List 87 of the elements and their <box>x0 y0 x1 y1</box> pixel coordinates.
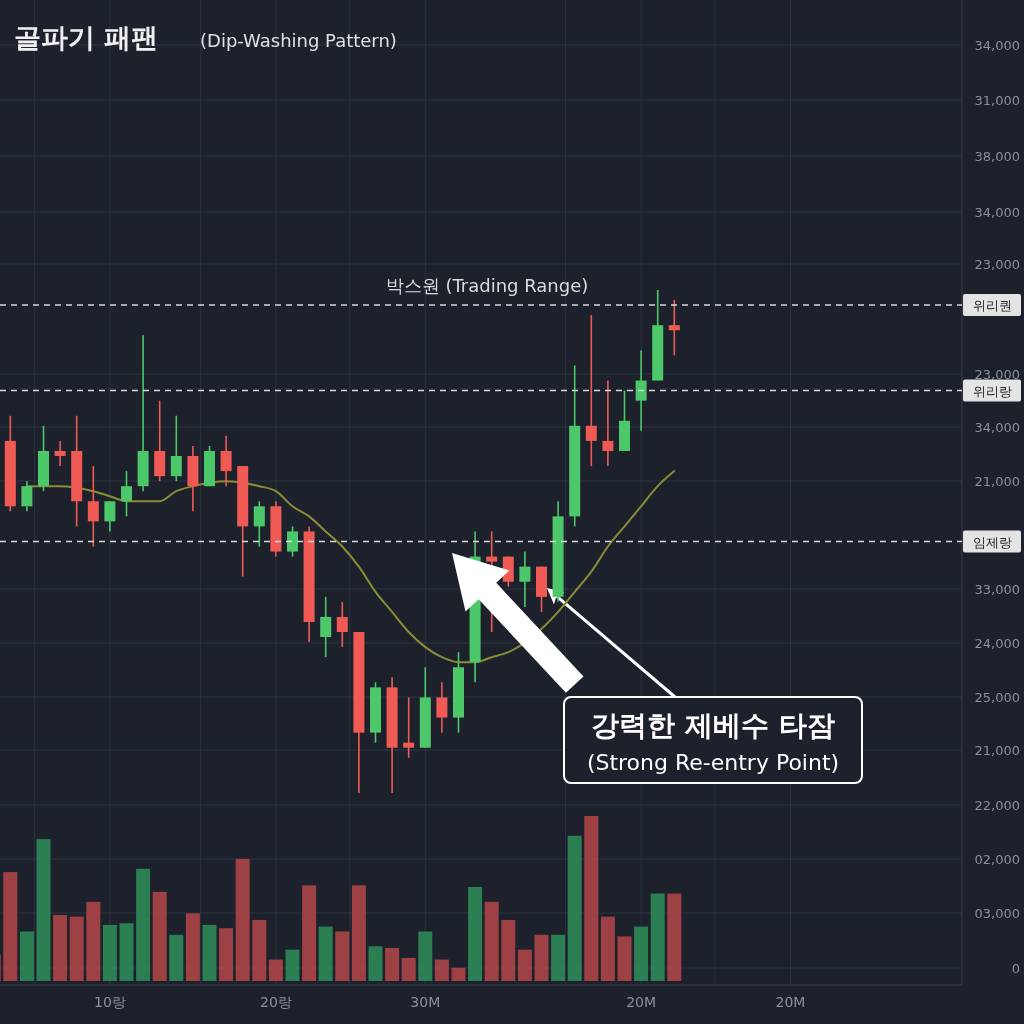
bar <box>219 928 234 981</box>
text: 38,000 <box>974 149 1020 164</box>
text: 22,000 <box>974 798 1020 813</box>
text: 21,000 <box>974 743 1020 758</box>
text: 25,000 <box>974 690 1020 705</box>
bar <box>567 835 582 981</box>
bar <box>401 957 416 981</box>
text: 03,000 <box>974 906 1020 921</box>
bar <box>119 923 134 981</box>
candlestick <box>170 414 182 482</box>
candlestick <box>436 681 448 734</box>
text: 02,000 <box>974 852 1020 867</box>
annotation: 강력한 제베수 타잠 (Strong Re-entry Point) <box>586 709 840 775</box>
candlestick <box>668 299 680 357</box>
text: 21,000 <box>974 474 1020 489</box>
bar <box>285 949 300 981</box>
bar <box>152 891 167 981</box>
bar <box>19 931 34 981</box>
x-tick-label: 20M <box>775 993 806 1010</box>
bar <box>351 885 366 981</box>
bar <box>584 816 599 981</box>
bar <box>36 839 51 981</box>
candlestick <box>54 440 66 467</box>
text: 24,000 <box>974 636 1020 651</box>
candlestick <box>253 500 265 548</box>
bar <box>534 934 549 981</box>
candlestick <box>87 465 99 548</box>
chart-title: 골파기 패팬 <box>14 22 159 53</box>
annotation: 박스원 (Trading Range) <box>385 275 589 297</box>
bar <box>185 913 200 981</box>
bar <box>501 919 516 981</box>
candlestick <box>220 435 232 487</box>
chart-subtitle: (Dip-Washing Pattern) <box>200 30 397 51</box>
bar <box>551 934 566 981</box>
bar <box>468 886 483 981</box>
bar <box>268 959 283 981</box>
bar <box>202 924 217 981</box>
bar <box>484 901 499 981</box>
bar <box>252 919 267 981</box>
text: 23,000 <box>974 367 1020 382</box>
bar <box>634 926 649 981</box>
ref-line-label: 임제랑 <box>972 534 1012 550</box>
bar <box>600 916 615 981</box>
bar <box>102 924 117 981</box>
bar <box>667 893 682 981</box>
candlestick <box>635 349 647 432</box>
candlestick <box>287 525 298 558</box>
bar <box>517 949 532 981</box>
bar <box>136 868 151 981</box>
bar <box>86 901 101 981</box>
bar <box>617 936 632 981</box>
bar <box>418 931 433 981</box>
candlestick <box>585 314 597 467</box>
bar <box>69 916 84 981</box>
bar <box>434 959 449 981</box>
bar <box>169 934 184 981</box>
candlestick <box>336 601 348 648</box>
bar <box>302 885 317 981</box>
candlestick <box>519 550 531 608</box>
candlestick <box>121 470 132 518</box>
ref-line-label: 위리랑 <box>972 383 1012 399</box>
text: 34,000 <box>974 420 1020 435</box>
bar <box>3 872 18 981</box>
candlestick <box>403 696 415 759</box>
bar <box>318 926 333 981</box>
candlestick <box>320 596 332 658</box>
bar <box>235 858 250 981</box>
text: 31,000 <box>974 93 1020 108</box>
candlestick <box>104 500 116 533</box>
text: 33,000 <box>974 582 1020 597</box>
x-tick-label: 20랑 <box>259 993 292 1010</box>
bar <box>451 967 466 981</box>
bar <box>650 893 665 981</box>
x-tick-label: 10랑 <box>93 993 126 1010</box>
ref-line-label: 위리퀀 <box>972 298 1012 314</box>
bar <box>385 948 400 981</box>
candlestick <box>602 379 614 467</box>
bar <box>368 946 383 981</box>
candlestick <box>21 480 33 513</box>
text: 0 <box>1011 961 1020 976</box>
text: 23,000 <box>974 257 1020 272</box>
bar <box>53 915 68 981</box>
text: 34,000 <box>974 38 1020 53</box>
bar <box>335 931 350 981</box>
text: 34,000 <box>974 205 1020 220</box>
x-tick-label: 30M <box>410 993 441 1010</box>
x-tick-label: 20M <box>626 993 657 1010</box>
